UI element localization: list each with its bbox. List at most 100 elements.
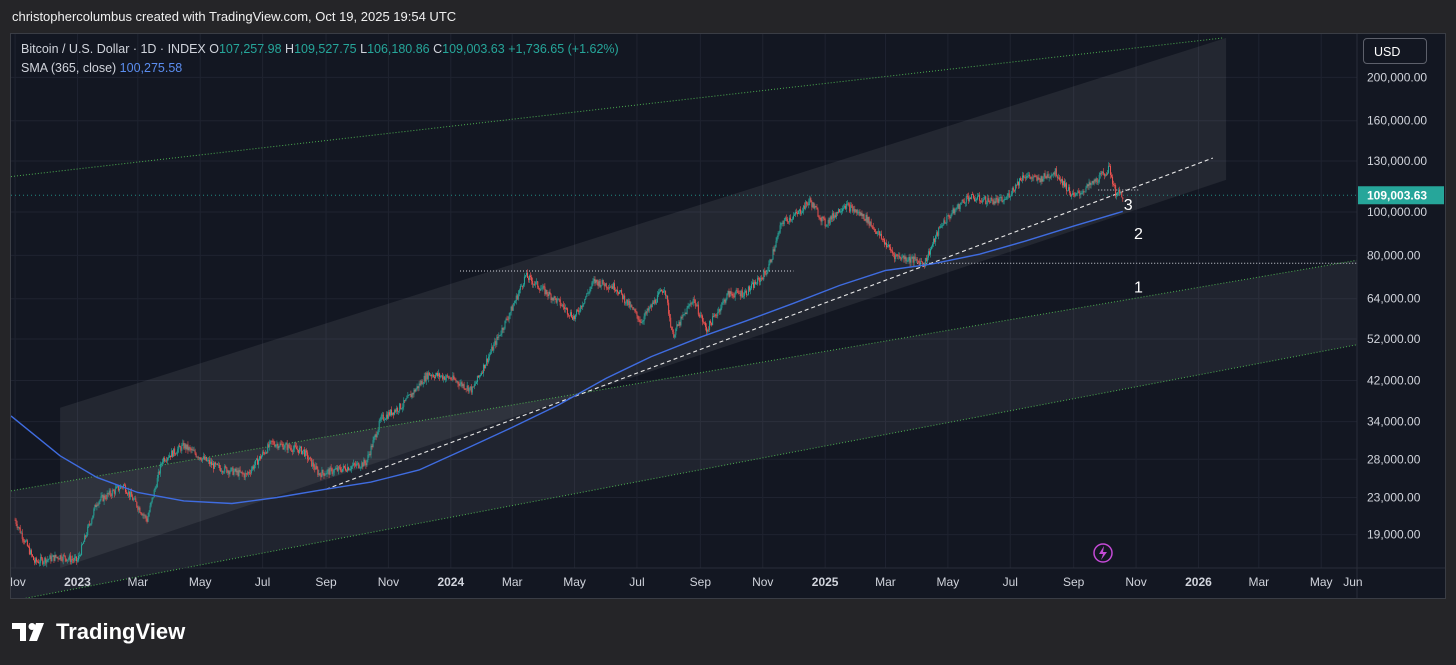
candle-body [96,504,98,508]
candle-body [1003,199,1005,202]
candle-body [827,219,829,225]
price-chart[interactable]: 1 23 200,000.00 160,000.00 130,000.00 100,000… [11,34,1445,598]
chart-frame[interactable]: 1 2 3 200,000.00 160,000.00 130,000.00 100,000… [10,33,1446,599]
candle-body [662,291,664,293]
candle-body [541,288,543,290]
candle-body [1078,191,1080,194]
candle-body [710,320,712,323]
y-tick-label: 160,000.00 [1367,114,1427,128]
candle-body [896,254,898,256]
candle-body [283,447,285,450]
candle-body [577,310,579,312]
candle-body [819,218,821,219]
candle-body [936,232,938,236]
candle-body [717,312,719,316]
candle-body [599,280,601,287]
candle-body [653,299,655,304]
candle-body [641,321,643,323]
candle-body [16,524,18,528]
candle-body [418,383,420,389]
candle-body [133,499,135,501]
tradingview-logo[interactable]: TradingView [12,618,185,646]
candle-body [136,501,138,507]
candle-body [223,471,225,473]
legend-open-label: O [209,42,219,56]
candle-body [131,491,133,497]
candle-body [517,293,519,300]
candle-body [1010,193,1012,196]
candle-body [262,452,264,456]
currency-button[interactable]: USD [1363,38,1427,64]
candle-body [604,283,606,287]
candle-body [983,199,985,201]
candle-body [366,459,368,466]
candle-body [140,512,142,514]
candle-body [155,487,157,489]
candle-body [88,524,90,527]
candle-body [808,201,810,205]
candle-body [79,555,81,556]
candle-body [134,498,136,500]
candle-body [1015,184,1017,186]
candle-body [1054,168,1056,175]
candle-body [265,452,267,454]
candle-body [1071,195,1073,197]
candle-body [569,312,571,316]
candle-body [263,452,265,454]
candle-body [678,322,680,326]
candle-body [746,294,748,296]
candle-body [485,364,487,369]
candle-body [529,275,531,281]
candle-body [919,261,921,266]
candle-body [343,465,345,468]
candle-body [61,559,63,561]
candle-body [815,206,817,208]
candle-body [611,286,613,289]
candle-body [792,215,794,219]
candle-body [141,513,143,516]
y-tick-label: 34,000.00 [1367,415,1421,429]
candle-body [878,231,880,236]
candle-body [1092,181,1094,184]
legend-change: +1,736.65 (+1.62%) [508,42,619,56]
candle-body [552,297,554,301]
candle-body [838,209,840,213]
candle-body [708,329,710,331]
candle-body [793,214,795,216]
candle-body [1058,177,1060,180]
candle-body [869,221,871,226]
candle-body [649,305,651,308]
candle-body [701,315,703,322]
candle-body [796,212,798,214]
candle-body [524,275,526,277]
candle-body [1073,193,1075,195]
candle-body [321,469,323,478]
y-tick-label: 28,000.00 [1367,452,1421,466]
candle-body [86,534,88,537]
candle-body [520,285,522,287]
candle-body [884,242,886,245]
candle-body [1099,172,1101,175]
candle-body [745,290,747,296]
candle-body [1060,179,1062,182]
candle-body [596,279,598,282]
candle-body [693,299,695,300]
candle-body [953,208,955,214]
candle-body [371,445,373,448]
candle-body [139,507,141,513]
candle-body [602,280,604,285]
legend-sma-row[interactable]: SMA (365, close) 100,275.58 [21,59,619,78]
candle-body [309,457,311,460]
candle-body [560,305,562,307]
candle-body [451,379,453,380]
candle-body [697,304,699,315]
candle-body [270,440,272,442]
candle-body [666,295,668,297]
candle-body [467,385,469,392]
x-tick-label: 2023 [64,575,91,589]
candle-body [456,381,458,383]
candle-body [862,214,864,217]
legend-symbol[interactable]: Bitcoin / U.S. Dollar · 1D · INDEX [21,42,206,56]
candle-body [845,205,847,209]
candle-body [967,196,969,201]
